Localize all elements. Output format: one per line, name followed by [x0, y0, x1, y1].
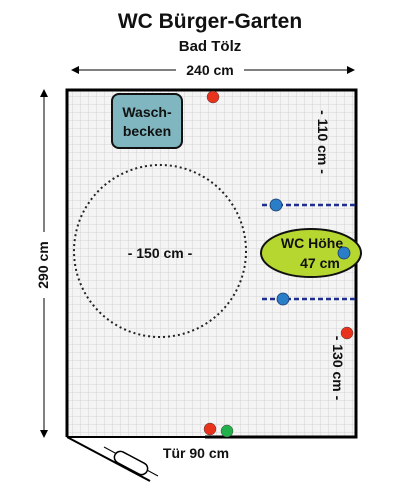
height-label: 290 cm [35, 241, 51, 288]
wall-marker-red [340, 326, 354, 340]
door-marker-green [220, 424, 234, 438]
door-marker-red [203, 422, 217, 436]
wc-toilet [260, 228, 362, 278]
lower-gap-label: - 130 cm - [330, 336, 346, 401]
turning-circle-label: - 150 cm - [128, 245, 193, 261]
door [66, 436, 159, 482]
lower-grab-bar-marker [276, 292, 290, 306]
sink-label-line1: Wasch- [122, 104, 172, 120]
upper-gap-label: - 110 cm - [315, 110, 331, 174]
wc-label-line2: 47 cm [300, 255, 340, 271]
turning-circle [73, 164, 247, 338]
wc-marker-blue [337, 246, 351, 260]
room-walls [65, 88, 358, 439]
sink-label-line2: becken [123, 123, 171, 139]
width-label: 240 cm [186, 62, 233, 78]
door-label: Tür 90 cm [163, 445, 229, 461]
sink-marker-red [206, 90, 220, 104]
wc-label-line1: WC Höhe [281, 235, 343, 251]
page-title: WC Bürger-Garten [118, 10, 302, 33]
page-subtitle: Bad Tölz [179, 38, 242, 55]
sink [111, 93, 183, 149]
upper-grab-bar-marker [269, 198, 283, 212]
